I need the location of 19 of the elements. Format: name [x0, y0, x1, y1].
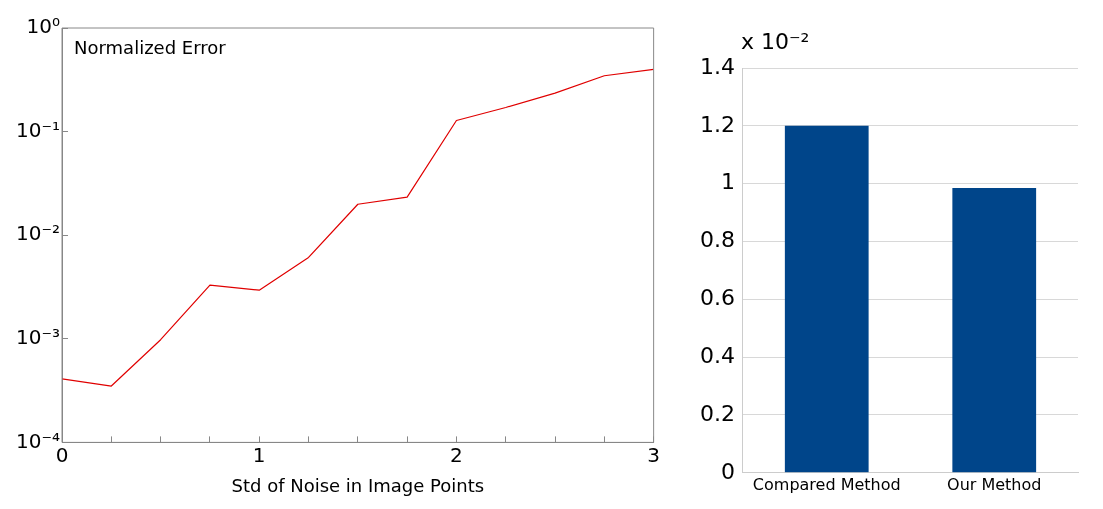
y-tick-label: 10⁰: [26, 14, 61, 39]
x-tick-label: 2: [450, 442, 463, 467]
y-tick-label: 10⁻¹: [15, 117, 61, 142]
x-tick-label: Our Method: [947, 474, 1042, 494]
x-axis-title: Std of Noise in Image Points: [231, 474, 485, 496]
x-tick-label: Compared Method: [752, 474, 901, 494]
y-tick-label: 1.2: [699, 111, 735, 137]
y-tick-label: 10⁻³: [15, 325, 61, 349]
text: x 10⁻²: [740, 28, 810, 54]
y-tick-label: 1: [720, 169, 735, 195]
y-tick-label: 1.4: [699, 53, 735, 79]
x-tick-label: 1: [252, 442, 266, 467]
text: Normalized Error: [74, 36, 227, 58]
y-tick-label: 0.4: [699, 342, 735, 368]
y-tick-label: 0.2: [699, 400, 735, 426]
y-tick-label: 0.6: [699, 285, 735, 311]
y-tick-label: 10⁻²: [15, 221, 61, 246]
y-tick-label: 0.8: [699, 227, 735, 253]
x-tick-label: 3: [647, 442, 660, 467]
